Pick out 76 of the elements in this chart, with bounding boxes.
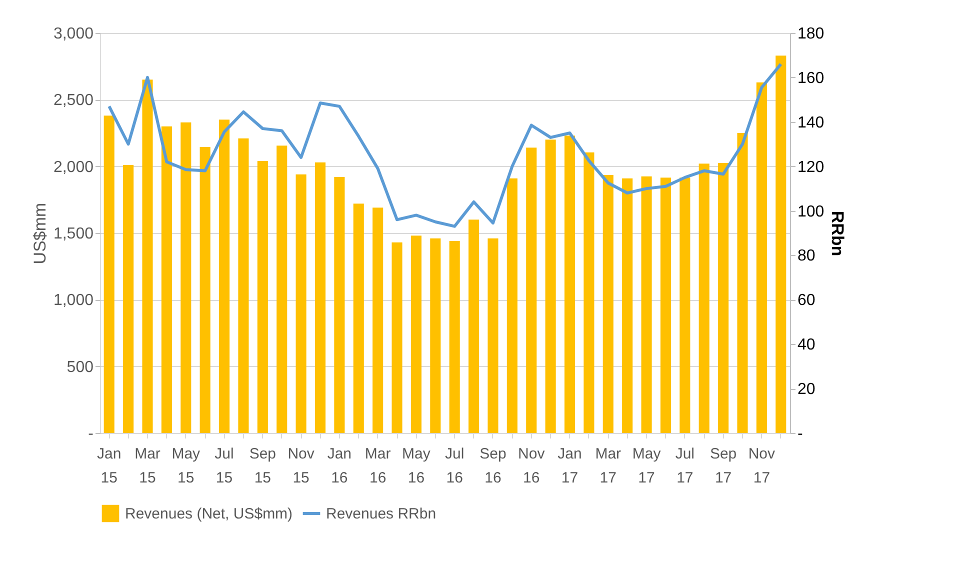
bar	[296, 174, 306, 433]
y-tick-label: -	[88, 426, 94, 442]
y-tick-label: 1,000	[53, 292, 94, 310]
x-tick-label: Jul 17	[675, 446, 695, 486]
y2-tick-label: 140	[798, 114, 824, 132]
y2-tick-label: 160	[798, 70, 824, 87]
bar	[449, 241, 460, 433]
bar	[123, 165, 134, 433]
bar	[180, 122, 192, 433]
y-tick-label: 500	[66, 358, 94, 376]
x-tick-label: Mar 15	[134, 446, 160, 486]
x-tick-label: Jan 16	[327, 446, 352, 486]
bar	[372, 208, 384, 433]
bar	[545, 140, 556, 433]
bar	[257, 161, 268, 433]
bar	[314, 162, 326, 433]
bar	[334, 177, 345, 433]
y-axis-title: US$mm	[30, 202, 50, 264]
legend-label: Revenues RRbn	[326, 506, 436, 522]
x-tick-label: May 16	[402, 446, 431, 486]
bar	[276, 146, 288, 433]
bar	[506, 178, 518, 433]
x-tick-label: Nov 16	[518, 446, 546, 486]
bar	[392, 242, 402, 433]
y2-tick-label: 80	[798, 248, 816, 265]
bar	[641, 176, 652, 433]
x-tick-label: Jul 15	[214, 446, 234, 486]
bar	[238, 138, 249, 433]
x-tick-label: Nov 15	[288, 446, 315, 486]
bar	[142, 80, 153, 433]
bar	[602, 175, 614, 433]
x-tick-label: Sep 17	[710, 446, 737, 486]
bar	[698, 164, 710, 433]
bar	[219, 120, 230, 433]
bar	[200, 147, 210, 433]
bar	[526, 148, 537, 433]
y2-tick-label: 100	[798, 203, 824, 220]
bar	[353, 204, 364, 433]
bar	[430, 238, 441, 433]
x-tick-label: Jan 15	[97, 446, 122, 486]
y2-tick-label: 120	[798, 158, 824, 176]
x-tick-label: Sep 16	[480, 446, 506, 486]
legend-label: Revenues (Net, US$mm)	[125, 506, 293, 522]
bar	[737, 133, 748, 433]
bar	[410, 236, 422, 433]
x-tick-label: Jan 17	[558, 446, 582, 486]
bar	[104, 116, 114, 433]
y2-tick-label: 180	[798, 26, 824, 42]
y2-tick-label: -	[798, 426, 803, 442]
bar	[776, 56, 786, 433]
y-tick-label: 1,500	[53, 226, 94, 242]
bar	[718, 163, 729, 433]
y2-tick-label: 40	[798, 336, 816, 354]
x-tick-label: Nov 17	[748, 446, 776, 486]
line-series	[108, 62, 782, 228]
bar	[584, 152, 594, 433]
x-tick-label: Mar 16	[364, 446, 391, 486]
bar	[660, 178, 671, 433]
x-tick-label: Mar 17	[595, 446, 622, 486]
x-tick-label: Jul 16	[445, 446, 464, 486]
bar	[622, 178, 633, 433]
y-tick-label: 2,000	[53, 158, 94, 176]
bar	[564, 136, 576, 433]
x-tick-label: May 15	[172, 446, 201, 486]
x-tick-label: May 17	[632, 446, 662, 486]
bar	[468, 220, 480, 433]
bar	[161, 126, 172, 433]
bar	[680, 178, 690, 433]
y-tick-label: 3,000	[53, 26, 94, 42]
y2-axis-title: RRbn	[828, 210, 848, 256]
bar	[488, 238, 498, 433]
y-tick-label: 2,500	[53, 92, 94, 110]
bar	[756, 82, 767, 433]
y2-tick-label: 20	[798, 381, 816, 398]
x-tick-label: Sep 15	[249, 446, 276, 486]
y2-tick-label: 60	[798, 292, 816, 310]
